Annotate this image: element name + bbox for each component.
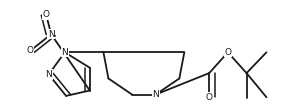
Text: N: N (152, 90, 159, 99)
Text: O: O (27, 47, 34, 55)
Text: O: O (206, 93, 213, 102)
Text: O: O (43, 10, 50, 19)
Text: N: N (45, 70, 52, 79)
Text: O: O (224, 48, 231, 57)
Text: N: N (48, 30, 55, 39)
Text: N: N (62, 48, 68, 57)
